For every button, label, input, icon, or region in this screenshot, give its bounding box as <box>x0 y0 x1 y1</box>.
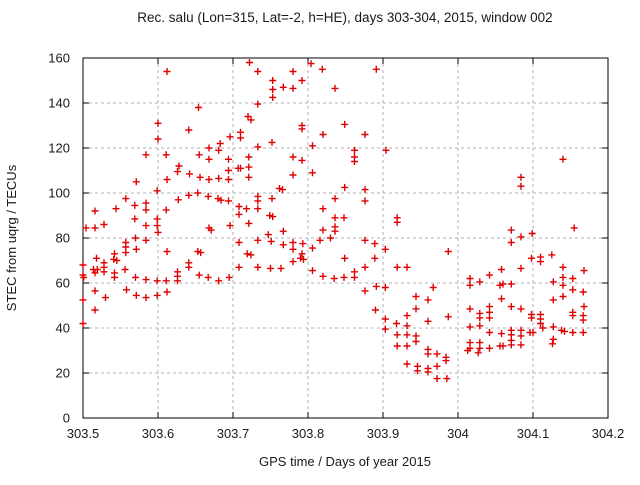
svg-text:303.6: 303.6 <box>142 426 175 441</box>
svg-text:304.2: 304.2 <box>592 426 625 441</box>
svg-text:303.7: 303.7 <box>217 426 250 441</box>
svg-text:303.8: 303.8 <box>292 426 325 441</box>
svg-text:0: 0 <box>63 411 70 426</box>
svg-text:303.9: 303.9 <box>367 426 400 441</box>
axis-ticks <box>82 57 609 419</box>
y-tick-labels: 0 20 40 60 80 100 120 140 160 <box>48 51 70 426</box>
chart-title: Rec. salu (Lon=315, Lat=-2, h=HE), days … <box>137 10 552 25</box>
y-axis-label: STEC from uqrg / TECUs <box>4 164 19 311</box>
svg-text:160: 160 <box>48 51 70 66</box>
svg-text:140: 140 <box>48 96 70 111</box>
x-tick-labels: 303.5 303.6 303.7 303.8 303.9 304 304.1 304.2 <box>67 426 625 441</box>
svg-text:40: 40 <box>56 321 70 336</box>
svg-text:20: 20 <box>56 366 70 381</box>
svg-text:120: 120 <box>48 141 70 156</box>
x-axis-label: GPS time / Days of year 2015 <box>259 454 431 469</box>
svg-text:80: 80 <box>56 231 70 246</box>
svg-text:100: 100 <box>48 186 70 201</box>
grid-lines <box>82 57 609 419</box>
svg-text:60: 60 <box>56 276 70 291</box>
svg-text:304.1: 304.1 <box>517 426 550 441</box>
svg-text:304: 304 <box>447 426 469 441</box>
data-points <box>79 59 588 383</box>
svg-text:303.5: 303.5 <box>67 426 100 441</box>
